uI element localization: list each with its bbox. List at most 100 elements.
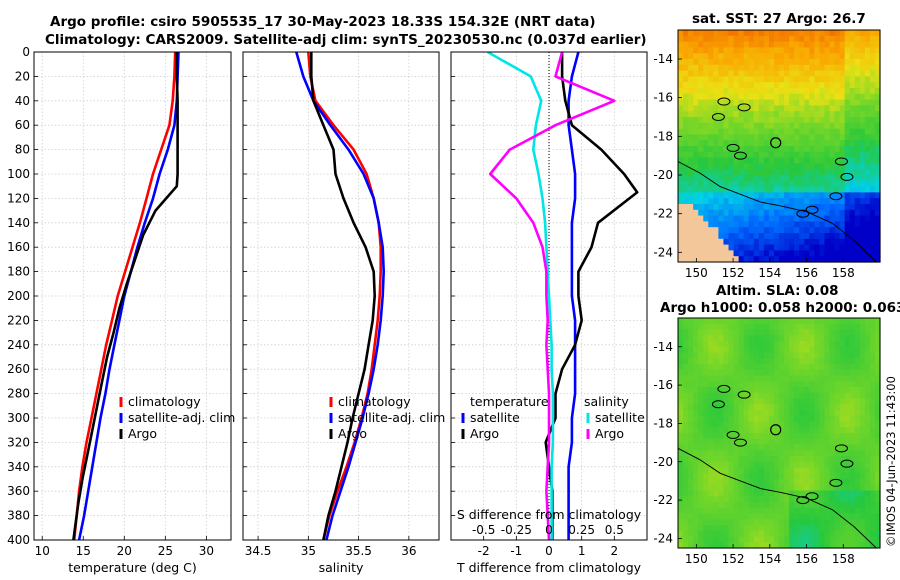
- map-cell: [698, 192, 704, 199]
- map-cell: [728, 99, 735, 106]
- map-cell: [718, 82, 725, 89]
- map-cell: [854, 444, 861, 451]
- map-cell: [819, 198, 826, 205]
- map-cell: [849, 88, 856, 95]
- map-cell: [869, 525, 876, 532]
- map-cell: [713, 221, 719, 228]
- map-cell: [723, 59, 730, 66]
- map-cell: [718, 128, 725, 135]
- map-cell: [844, 513, 851, 520]
- map-cell: [698, 175, 704, 182]
- map-cell: [713, 99, 719, 106]
- map-cell: [728, 335, 735, 342]
- map-cell: [784, 381, 790, 388]
- map-cell: [763, 479, 770, 486]
- map-cell: [779, 404, 785, 411]
- map-cell: [854, 530, 861, 538]
- map-cell: [743, 192, 750, 199]
- map-cell: [864, 398, 871, 405]
- map-cell: [703, 70, 709, 77]
- map-cell: [844, 76, 851, 83]
- map-cell: [678, 490, 684, 497]
- map-cell: [794, 227, 800, 234]
- map-cell: [763, 35, 770, 43]
- map-cell: [758, 250, 765, 257]
- map-cell: [768, 105, 775, 112]
- map-cell: [829, 381, 836, 388]
- map-cell: [809, 169, 815, 176]
- map-cell: [864, 117, 871, 124]
- map-cell: [678, 238, 684, 246]
- map-cell: [844, 352, 851, 359]
- map-cell: [829, 82, 836, 89]
- map-cell: [723, 53, 730, 60]
- map-cell: [698, 358, 704, 365]
- map-cell: [758, 352, 765, 359]
- map-cell: [733, 82, 740, 89]
- map-cell: [784, 128, 790, 135]
- map-cell: [824, 467, 831, 474]
- map-cell: [829, 169, 836, 176]
- map-cell: [763, 467, 770, 474]
- map-cell: [809, 398, 815, 405]
- map-cell: [708, 250, 714, 257]
- map-cell: [799, 536, 805, 543]
- map-cell: [779, 542, 785, 549]
- map-cell: [728, 122, 735, 130]
- map-cell: [763, 335, 770, 342]
- map-cell: [768, 358, 775, 365]
- map-cell: [708, 438, 714, 446]
- map-cell: [763, 329, 770, 336]
- map-cell: [829, 346, 836, 354]
- map-cell: [859, 467, 866, 474]
- map-cell: [789, 256, 795, 263]
- map-cell: [733, 238, 740, 246]
- map-cell: [814, 369, 820, 377]
- map-cell: [834, 513, 841, 520]
- map-cell: [854, 117, 861, 124]
- map-cell: [824, 473, 831, 480]
- map-cell: [683, 473, 689, 480]
- map-cell: [753, 111, 760, 118]
- map-cell: [763, 525, 770, 532]
- map-cell: [728, 323, 735, 331]
- map-cell: [713, 215, 719, 222]
- map-cell: [683, 35, 689, 43]
- map-cell: [678, 369, 684, 377]
- map-cell: [703, 329, 709, 336]
- map-cell: [728, 536, 735, 543]
- map-cell: [718, 122, 725, 130]
- salinity-panel: 34.5 35 35.5 36salinityclimatologysatellite…: [243, 51, 445, 575]
- map-cell: [688, 151, 694, 159]
- map-cell: [708, 64, 714, 72]
- map-cell: [738, 47, 745, 54]
- map-cell: [723, 227, 730, 234]
- map-cell: [768, 502, 775, 509]
- legend-salinity-heading: salinity: [584, 394, 629, 409]
- map-cell: [713, 352, 719, 359]
- map-cell: [698, 238, 704, 246]
- map-cell: [854, 256, 861, 263]
- map-cell: [819, 536, 826, 543]
- map-cell: [683, 375, 689, 382]
- map-cell: [819, 209, 826, 217]
- map-cell: [713, 192, 719, 199]
- map-cell: [728, 238, 735, 246]
- map-cell: [693, 410, 699, 417]
- map-cell: [758, 117, 765, 124]
- map-cell: [784, 30, 790, 37]
- map-cell: [723, 456, 730, 463]
- map-cell: [698, 93, 704, 101]
- map-cell: [819, 204, 826, 211]
- map-cell: [683, 128, 689, 135]
- map-cell: [784, 180, 790, 188]
- map-cell: [693, 513, 699, 520]
- map-cell: [758, 444, 765, 451]
- map-cell: [844, 256, 851, 263]
- map-cell: [864, 490, 871, 497]
- map-cell: [779, 410, 785, 417]
- map-cell: [723, 392, 730, 400]
- map-cell: [728, 88, 735, 95]
- map-cell: [794, 335, 800, 342]
- map-cell: [753, 398, 760, 405]
